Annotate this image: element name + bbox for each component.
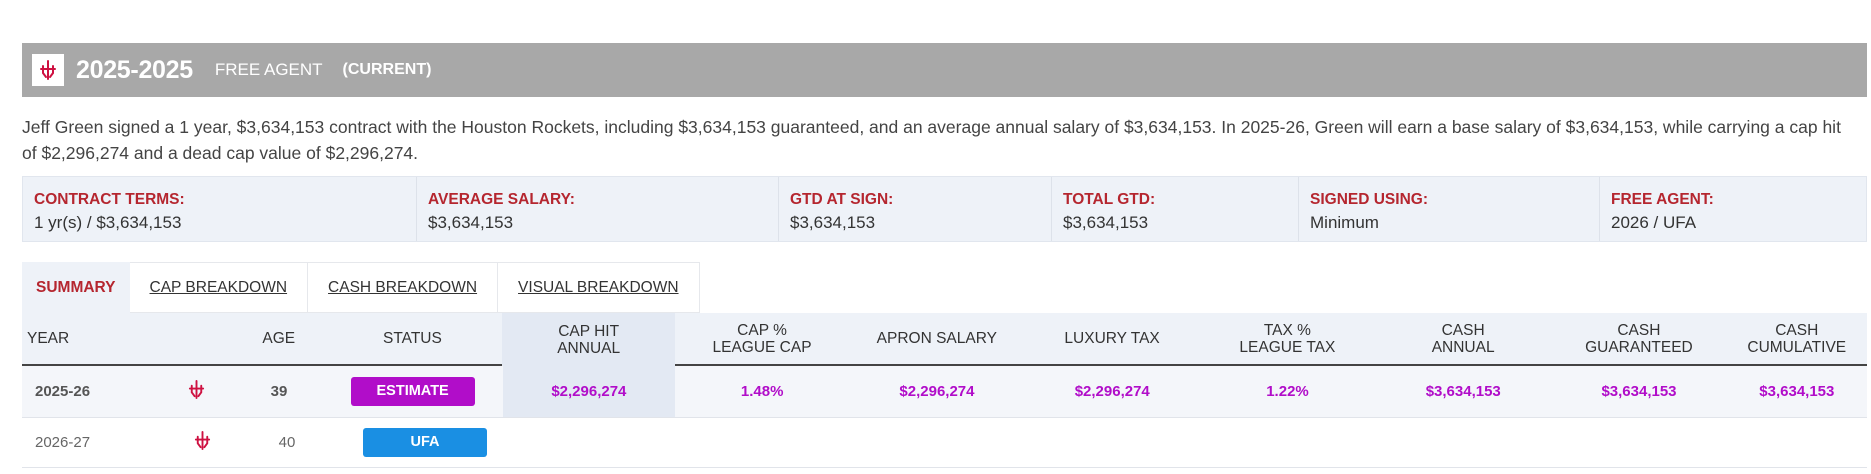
tab-visual-breakdown[interactable]: VISUAL BREAKDOWN	[498, 262, 700, 313]
term-total-gtd: TOTAL GTD: $3,634,153	[1052, 177, 1299, 241]
col-luxury-tax[interactable]: LUXURY TAX	[1064, 330, 1160, 347]
col-tax-pct[interactable]: TAX % LEAGUE TAX	[1200, 322, 1375, 356]
gtd-value: $3,634,153	[1601, 383, 1677, 400]
term-value: $3,634,153	[1063, 213, 1149, 232]
row-age: 40	[278, 434, 296, 451]
col-label: CASH	[1617, 321, 1661, 339]
cum-value: $3,634,153	[1759, 383, 1835, 400]
contract-section: 2025-2025 FREE AGENT (CURRENT) Jeff Gree…	[22, 43, 1867, 468]
cash-value: $3,634,153	[1425, 383, 1501, 400]
luxury-value: $2,296,274	[1074, 383, 1150, 400]
row-year: 2026-27	[35, 434, 91, 451]
rockets-logo-icon[interactable]	[187, 380, 206, 399]
cap-hit-value: $2,296,274	[551, 383, 627, 400]
tab-summary[interactable]: SUMMARY	[22, 262, 130, 313]
tab-cash-breakdown[interactable]: CASH BREAKDOWN	[308, 262, 499, 313]
contract-terms-strip: CONTRACT TERMS: 1 yr(s) / $3,634,153 AVE…	[22, 176, 1867, 242]
season-title: 2025-2025	[76, 55, 193, 84]
col-cash-guaranteed[interactable]: CASH GUARANTEED	[1551, 322, 1726, 356]
contract-table: YEAR AGE STATUS CAP HIT ANNUAL CAP % LEAGU…	[22, 313, 1867, 468]
term-gtd-at-sign: GTD AT SIGN: $3,634,153	[779, 177, 1052, 241]
col-cash-cumulative[interactable]: CASH CUMULATIVE	[1727, 322, 1867, 356]
col-sublabel: GUARANTEED	[1585, 338, 1693, 356]
row-tax-pct: 1.22%	[1200, 383, 1375, 400]
season-header: 2025-2025 FREE AGENT (CURRENT)	[22, 43, 1867, 97]
col-label: CASH	[1775, 321, 1819, 339]
tab-cap-breakdown[interactable]: CAP BREAKDOWN	[129, 262, 309, 313]
term-contract-terms: CONTRACT TERMS: 1 yr(s) / $3,634,153	[23, 177, 417, 241]
term-value: Minimum	[1310, 213, 1379, 232]
row-cum: $3,634,153	[1727, 383, 1867, 400]
col-label: CAP %	[737, 321, 787, 339]
row-cap-pct: 1.48%	[675, 383, 849, 400]
row-gtd: $3,634,153	[1551, 383, 1726, 400]
col-apron-salary[interactable]: APRON SALARY	[876, 330, 997, 347]
term-label: GTD AT SIGN:	[790, 191, 894, 208]
term-average-salary: AVERAGE SALARY: $3,634,153	[417, 177, 779, 241]
col-sublabel: ANNUAL	[557, 339, 621, 357]
term-value: $3,634,153	[428, 213, 514, 232]
term-value: 1 yr(s) / $3,634,153	[34, 213, 182, 232]
col-sublabel: CUMULATIVE	[1747, 338, 1847, 356]
col-sublabel: LEAGUE TAX	[1239, 338, 1336, 356]
term-label: TOTAL GTD:	[1063, 191, 1156, 208]
contract-description: Jeff Green signed a 1 year, $3,634,153 c…	[22, 117, 1841, 163]
col-label: CAP HIT	[558, 322, 620, 340]
row-team	[162, 431, 242, 454]
col-age[interactable]: AGE	[262, 330, 296, 347]
apron-value: $2,296,274	[899, 383, 975, 400]
row-age: 39	[270, 383, 288, 400]
breakdown-tabs: SUMMARY CAP BREAKDOWN CASH BREAKDOWN VIS…	[22, 262, 1867, 313]
term-label: CONTRACT TERMS:	[34, 191, 185, 208]
row-year: 2025-26	[35, 383, 91, 400]
status-badge: UFA	[363, 428, 487, 457]
row-luxury: $2,296,274	[1025, 383, 1200, 400]
col-cap-pct[interactable]: CAP % LEAGUE CAP	[675, 322, 849, 356]
col-year[interactable]: YEAR	[27, 330, 70, 347]
tax-pct-value: 1.22%	[1266, 383, 1309, 400]
rockets-logo-icon	[32, 54, 64, 86]
col-status[interactable]: STATUS	[382, 330, 442, 347]
term-label: FREE AGENT:	[1611, 191, 1714, 208]
table-row: 2026-27 40 UFA	[22, 418, 1867, 468]
row-cash: $3,634,153	[1375, 383, 1551, 400]
table-row: 2025-26 39 ESTIMATE $2,296,274 1.48% $2,…	[22, 366, 1867, 418]
row-cap-hit: $2,296,274	[502, 366, 676, 417]
row-status: UFA	[332, 428, 518, 457]
col-cap-hit[interactable]: CAP HIT ANNUAL	[502, 313, 675, 366]
col-sublabel: LEAGUE CAP	[712, 338, 812, 356]
row-status: ESTIMATE	[323, 377, 503, 406]
table-header: YEAR AGE STATUS CAP HIT ANNUAL CAP % LEAGU…	[22, 313, 1867, 366]
free-agent-label: FREE AGENT	[214, 60, 323, 79]
term-free-agent: FREE AGENT: 2026 / UFA	[1600, 177, 1866, 241]
row-apron: $2,296,274	[849, 383, 1024, 400]
status-badge: ESTIMATE	[350, 377, 475, 406]
term-label: AVERAGE SALARY:	[428, 191, 575, 208]
term-value: 2026 / UFA	[1611, 213, 1697, 232]
term-signed-using: SIGNED USING: Minimum	[1299, 177, 1600, 241]
row-team	[158, 380, 235, 403]
col-sublabel: ANNUAL	[1431, 338, 1495, 356]
col-label: CASH	[1441, 321, 1485, 339]
col-cash-annual[interactable]: CASH ANNUAL	[1375, 322, 1551, 356]
current-label: (CURRENT)	[342, 61, 432, 78]
col-label: TAX %	[1263, 321, 1311, 339]
rockets-logo-icon[interactable]	[193, 431, 212, 450]
term-value: $3,634,153	[790, 213, 876, 232]
cap-pct-value: 1.48%	[740, 383, 784, 400]
term-label: SIGNED USING:	[1310, 191, 1428, 208]
